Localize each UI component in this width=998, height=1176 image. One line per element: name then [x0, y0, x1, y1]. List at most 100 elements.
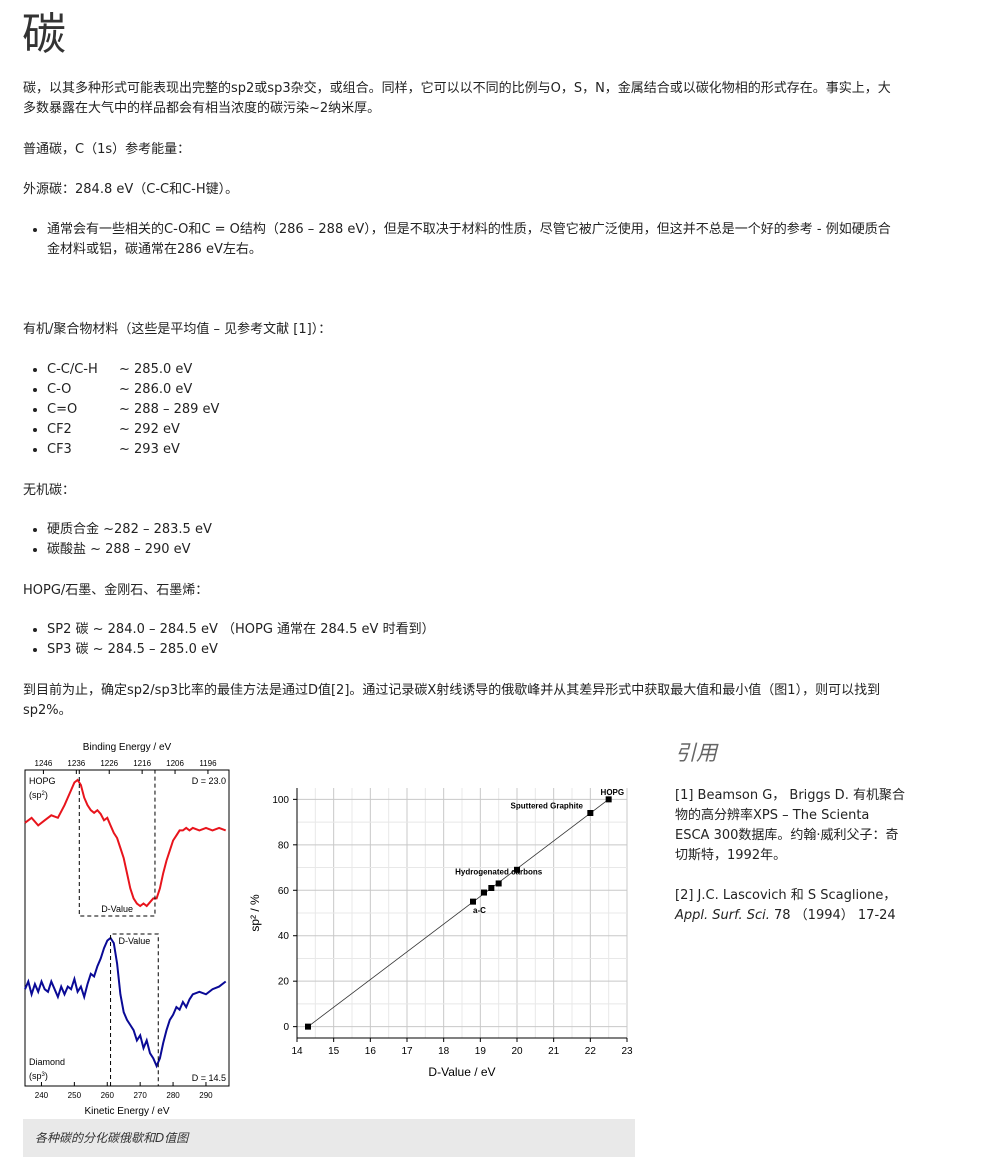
point-annotation: Sputtered Graphite [511, 801, 584, 810]
dvalue-label: D-Value [101, 904, 133, 914]
x-tick-label: 260 [101, 1091, 115, 1100]
x-axis-label: D-Value / eV [428, 1065, 495, 1079]
organic-list: C-C/C-H ~ 285.0 eV C-O ~ 286.0 eV C=O ~ 288… [30, 360, 347, 460]
y-tick-label: 40 [278, 931, 290, 942]
adventitious-note-list: 通常会有一些相关的C-O和C = O结构（286 – 288 eV），但是不取决… [30, 220, 897, 260]
list-item: SP2 碳 ~ 284.0 – 284.5 eV （HOPG 通常在 284.5… [47, 620, 647, 640]
list-item: C=O ~ 288 – 289 eV [47, 400, 347, 420]
d-label-diamond: D = 14.5 [192, 1073, 226, 1083]
organic-name: CF3 [47, 442, 72, 457]
y-tick-label: 20 [278, 977, 290, 988]
dvalue-paragraph: 到目前为止，确定sp2/sp3比率的最佳方法是通过D值[2]。通过记录碳X射线诱… [23, 683, 881, 718]
y-axis-label: sp² / % [248, 894, 262, 932]
inorganic-list: 硬质合金 ~282 – 283.5 eV 碳酸盐 ~ 288 – 290 eV [30, 520, 447, 560]
x-tick-label: 280 [166, 1091, 180, 1100]
figure-caption: 各种碳的分化碳俄歇和D值图 [23, 1119, 635, 1157]
data-point [587, 810, 594, 816]
references-title: 引用 [675, 741, 717, 765]
reference-energy-heading: 普通碳，C（1s）参考能量： [23, 142, 191, 157]
spectrum-line [24, 778, 227, 908]
list-item: 通常会有一些相关的C-O和C = O结构（286 – 288 eV），但是不取决… [47, 220, 897, 260]
x-tick-label: 18 [438, 1046, 450, 1057]
top-tick-label: 1216 [133, 759, 151, 768]
organic-value: ~ 293 eV [119, 442, 180, 457]
x-tick-label: 270 [133, 1091, 147, 1100]
reference-2: [2] J.C. Lascovich 和 S Scaglione， Appl. … [675, 886, 905, 926]
x-tick-label: 19 [475, 1046, 487, 1057]
y-tick-label: 0 [283, 1022, 289, 1033]
x-axis-label: Kinetic Energy / eV [84, 1106, 169, 1117]
reference-1: [1] Beamson G， Briggs D. 有机聚合物的高分辨率XPS –… [675, 788, 905, 863]
x-tick-label: 17 [401, 1046, 413, 1057]
data-point [470, 898, 476, 905]
top-tick-label: 1206 [166, 759, 184, 768]
data-point [305, 1023, 311, 1030]
top-tick-label: 1226 [100, 759, 118, 768]
data-point [488, 885, 495, 891]
data-point [495, 880, 502, 887]
adventitious-carbon-text: 外源碳：284.8 eV（C-C和C-H键）。 [23, 182, 239, 197]
spectrum-line [24, 936, 227, 1069]
point-annotation: HOPG [601, 788, 625, 797]
organic-name: C=O [47, 402, 78, 417]
fit-line [307, 799, 609, 1027]
top-tick-label: 1196 [199, 759, 217, 768]
list-item: CF2 ~ 292 eV [47, 420, 347, 440]
organic-name: CF2 [47, 422, 72, 437]
data-point [514, 866, 520, 873]
organic-value: ~ 285.0 eV [119, 362, 193, 377]
reference-2-journal: Appl. Surf. Sci. [675, 908, 770, 923]
reference-2-volume: 78 （1994） 17-24 [769, 908, 896, 923]
list-item: CF3 ~ 293 eV [47, 440, 347, 460]
x-tick-label: 23 [621, 1046, 633, 1057]
dvalue-scatter-chart: 14 15 16 17 18 19 20 21 22 23 0 20 40 60 80 100 D-Value … [248, 788, 633, 1079]
y-tick-label: 80 [278, 840, 290, 851]
dvalue-bracket [78, 770, 156, 917]
organic-name: C-C/C-H [47, 362, 98, 377]
x-tick-label: 15 [328, 1046, 340, 1057]
point-annotation: Hydrogenated carbons [455, 867, 543, 876]
inorganic-heading: 无机碳： [23, 483, 76, 498]
top-tick-label: 1246 [35, 759, 53, 768]
auger-spectra-chart: Binding Energy / eV 1246 1236 1226 1216 1206 1… [24, 742, 230, 1117]
series-label-diamond-sp3: (sp3) [29, 1071, 48, 1081]
dvalue-bracket [110, 933, 159, 1086]
x-tick-label: 14 [291, 1046, 303, 1057]
y-tick-label: 60 [278, 886, 290, 897]
organic-value: ~ 286.0 eV [119, 382, 193, 397]
y-tick-label: 100 [272, 795, 289, 806]
top-axis-label: Binding Energy / eV [83, 742, 172, 753]
x-tick-label: 250 [68, 1091, 82, 1100]
organic-heading: 有机/聚合物材料（这些是平均值 – 见参考文献 [1]）： [23, 322, 332, 337]
organic-value: ~ 292 eV [119, 422, 180, 437]
page-title: 碳 [22, 9, 66, 60]
x-tick-label: 16 [365, 1046, 377, 1057]
d-label-hopg: D = 23.0 [192, 776, 226, 786]
list-item: 硬质合金 ~282 – 283.5 eV [47, 520, 447, 540]
point-annotation: a-C [473, 906, 486, 915]
list-item: 碳酸盐 ~ 288 – 290 eV [47, 540, 447, 560]
dvalue-label: D-Value [118, 936, 150, 946]
top-tick-label: 1236 [67, 759, 85, 768]
x-tick-label: 240 [35, 1091, 49, 1100]
list-item: C-O ~ 286.0 eV [47, 380, 347, 400]
x-tick-label: 20 [511, 1046, 523, 1057]
x-tick-label: 290 [199, 1091, 213, 1100]
series-label-hopg: HOPG [29, 776, 56, 786]
reference-2-authors: [2] J.C. Lascovich 和 S Scaglione， [675, 888, 897, 903]
series-label-hopg-sp2: (sp2) [29, 790, 48, 800]
figure: Binding Energy / eV 1246 1236 1226 1216 1206 1… [23, 738, 635, 1118]
data-point [481, 889, 487, 896]
x-tick-label: 22 [585, 1046, 597, 1057]
organic-name: C-O [47, 382, 72, 397]
list-item: SP3 碳 ~ 284.5 – 285.0 eV [47, 640, 647, 660]
list-item: C-C/C-H ~ 285.0 eV [47, 360, 347, 380]
data-point [605, 796, 612, 803]
plot-frame [24, 769, 230, 1087]
x-tick-label: 21 [548, 1046, 560, 1057]
hopg-list: SP2 碳 ~ 284.0 – 284.5 eV （HOPG 通常在 284.5… [30, 620, 647, 660]
organic-value: ~ 288 – 289 eV [119, 402, 220, 417]
hopg-heading: HOPG/石墨、金刚石、石墨烯： [23, 583, 209, 598]
intro-paragraph: 碳，以其多种形式可能表现出完整的sp2或sp3杂交，或组合。同样，它可以以不同的… [23, 81, 891, 116]
